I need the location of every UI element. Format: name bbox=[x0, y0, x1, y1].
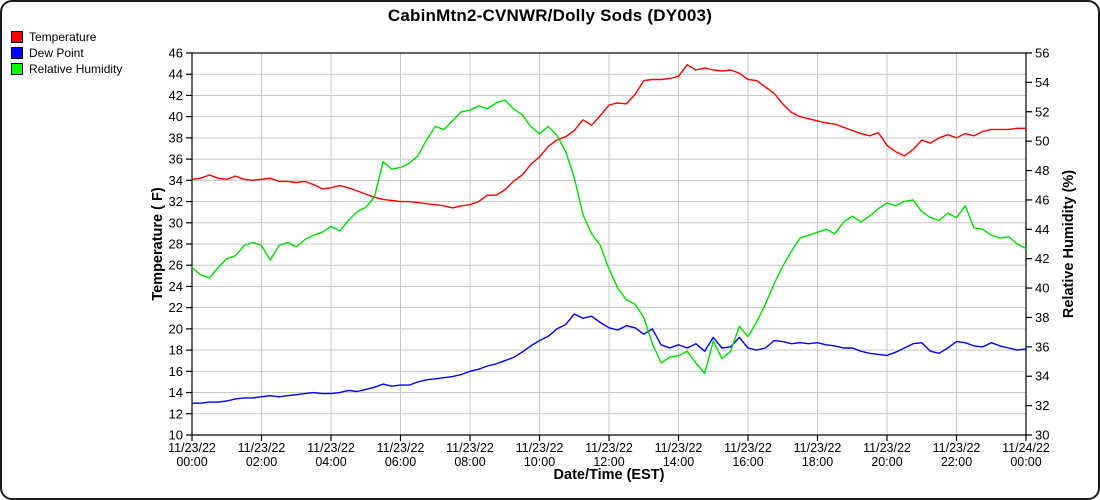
x-tick-time: 00:00 bbox=[1010, 455, 1041, 469]
right-tick-label: 50 bbox=[1035, 134, 1049, 149]
x-tick-time: 14:00 bbox=[663, 455, 694, 469]
legend-label: Relative Humidity bbox=[29, 62, 123, 76]
x-tick-date: 11/23/22 bbox=[585, 441, 633, 455]
chart-title: CabinMtn2-CVNWR/Dolly Sods (DY003) bbox=[387, 6, 713, 25]
dew-point-line bbox=[191, 313, 1027, 404]
left-tick-label: 42 bbox=[169, 88, 183, 103]
legend-label: Dew Point bbox=[29, 46, 84, 60]
right-tick-label: 36 bbox=[1035, 339, 1049, 354]
left-tick-label: 20 bbox=[169, 321, 183, 336]
right-tick-label: 46 bbox=[1035, 192, 1049, 207]
left-tick-label: 28 bbox=[169, 237, 183, 252]
legend-label: Temperature bbox=[29, 30, 97, 44]
x-tick-time: 20:00 bbox=[871, 455, 902, 469]
x-tick-time: 08:00 bbox=[454, 455, 485, 469]
left-tick-label: 32 bbox=[169, 194, 183, 209]
right-tick-label: 42 bbox=[1035, 251, 1049, 266]
right-tick-label: 56 bbox=[1035, 46, 1049, 61]
right-tick-label: 54 bbox=[1035, 75, 1049, 90]
x-tick-time: 10:00 bbox=[524, 455, 555, 469]
right-tick-label: 48 bbox=[1035, 163, 1049, 178]
x-tick-date: 11/23/22 bbox=[933, 441, 981, 455]
x-tick-time: 12:00 bbox=[593, 455, 624, 469]
left-tick-label: 40 bbox=[169, 109, 183, 124]
x-tick-date: 11/23/22 bbox=[238, 441, 286, 455]
left-tick-label: 16 bbox=[169, 364, 183, 379]
x-tick-date: 11/23/22 bbox=[377, 441, 425, 455]
x-tick-date: 11/23/22 bbox=[307, 441, 355, 455]
x-tick-date: 11/23/22 bbox=[724, 441, 772, 455]
right-tick-label: 52 bbox=[1035, 104, 1049, 119]
right-tick-label: 40 bbox=[1035, 281, 1049, 296]
x-tick-date: 11/23/22 bbox=[794, 441, 842, 455]
left-tick-label: 24 bbox=[169, 279, 183, 294]
legend-item-relative-humidity: Relative Humidity bbox=[11, 61, 122, 77]
left-tick-label: 10 bbox=[169, 428, 183, 443]
legend-item-dew-point: Dew Point bbox=[11, 45, 122, 61]
left-tick-label: 36 bbox=[169, 152, 183, 167]
left-tick-label: 12 bbox=[169, 406, 183, 421]
legend-color-chip bbox=[11, 31, 23, 43]
left-tick-label: 46 bbox=[169, 46, 183, 61]
right-tick-label: 30 bbox=[1035, 428, 1049, 443]
left-tick-label: 14 bbox=[169, 385, 183, 400]
x-tick-time: 04:00 bbox=[315, 455, 346, 469]
x-tick-time: 22:00 bbox=[941, 455, 972, 469]
left-tick-label: 22 bbox=[169, 300, 183, 315]
legend-color-chip bbox=[11, 63, 23, 75]
x-tick-time: 00:00 bbox=[176, 455, 207, 469]
left-tick-label: 30 bbox=[169, 215, 183, 230]
temperature-line bbox=[191, 64, 1027, 209]
x-tick-date: 11/23/22 bbox=[655, 441, 703, 455]
x-tick-time: 02:00 bbox=[246, 455, 277, 469]
legend: Temperature Dew Point Relative Humidity bbox=[11, 29, 122, 77]
left-tick-label: 18 bbox=[169, 343, 183, 358]
x-tick-time: 18:00 bbox=[802, 455, 833, 469]
left-tick-label: 38 bbox=[169, 130, 183, 145]
left-tick-label: 34 bbox=[169, 173, 183, 188]
legend-color-chip bbox=[11, 47, 23, 59]
right-tick-label: 44 bbox=[1035, 222, 1049, 237]
x-tick-date: 11/23/22 bbox=[516, 441, 564, 455]
x-tick-date: 11/23/22 bbox=[168, 441, 216, 455]
x-tick-date: 11/23/22 bbox=[863, 441, 911, 455]
right-tick-label: 38 bbox=[1035, 310, 1049, 325]
x-tick-time: 16:00 bbox=[732, 455, 763, 469]
right-tick-label: 34 bbox=[1035, 369, 1049, 384]
left-tick-label: 44 bbox=[169, 67, 183, 82]
x-tick-date: 11/24/22 bbox=[1002, 441, 1050, 455]
relative-humidity-line bbox=[191, 99, 1027, 374]
legend-item-temperature: Temperature bbox=[11, 29, 122, 45]
x-tick-time: 06:00 bbox=[385, 455, 416, 469]
x-tick-date: 11/23/22 bbox=[446, 441, 494, 455]
right-tick-label: 32 bbox=[1035, 398, 1049, 413]
left-tick-label: 26 bbox=[169, 258, 183, 273]
x-axis-title: Date/Time (EST) bbox=[553, 467, 665, 483]
